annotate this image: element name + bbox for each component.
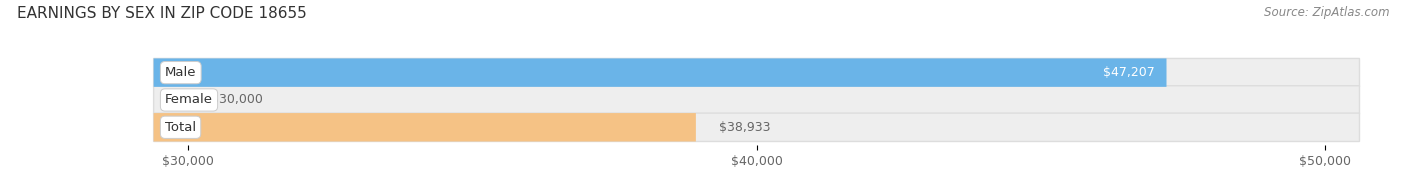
FancyBboxPatch shape — [153, 86, 1360, 114]
Text: Source: ZipAtlas.com: Source: ZipAtlas.com — [1264, 6, 1389, 19]
Text: Total: Total — [165, 121, 197, 134]
FancyBboxPatch shape — [153, 113, 1360, 142]
FancyBboxPatch shape — [153, 113, 696, 142]
Text: Female: Female — [165, 93, 214, 106]
FancyBboxPatch shape — [153, 58, 1167, 87]
Text: $30,000: $30,000 — [211, 93, 263, 106]
Text: Male: Male — [165, 66, 197, 79]
Text: EARNINGS BY SEX IN ZIP CODE 18655: EARNINGS BY SEX IN ZIP CODE 18655 — [17, 6, 307, 21]
FancyBboxPatch shape — [153, 58, 1360, 87]
Text: $38,933: $38,933 — [718, 121, 770, 134]
Text: $47,207: $47,207 — [1104, 66, 1156, 79]
